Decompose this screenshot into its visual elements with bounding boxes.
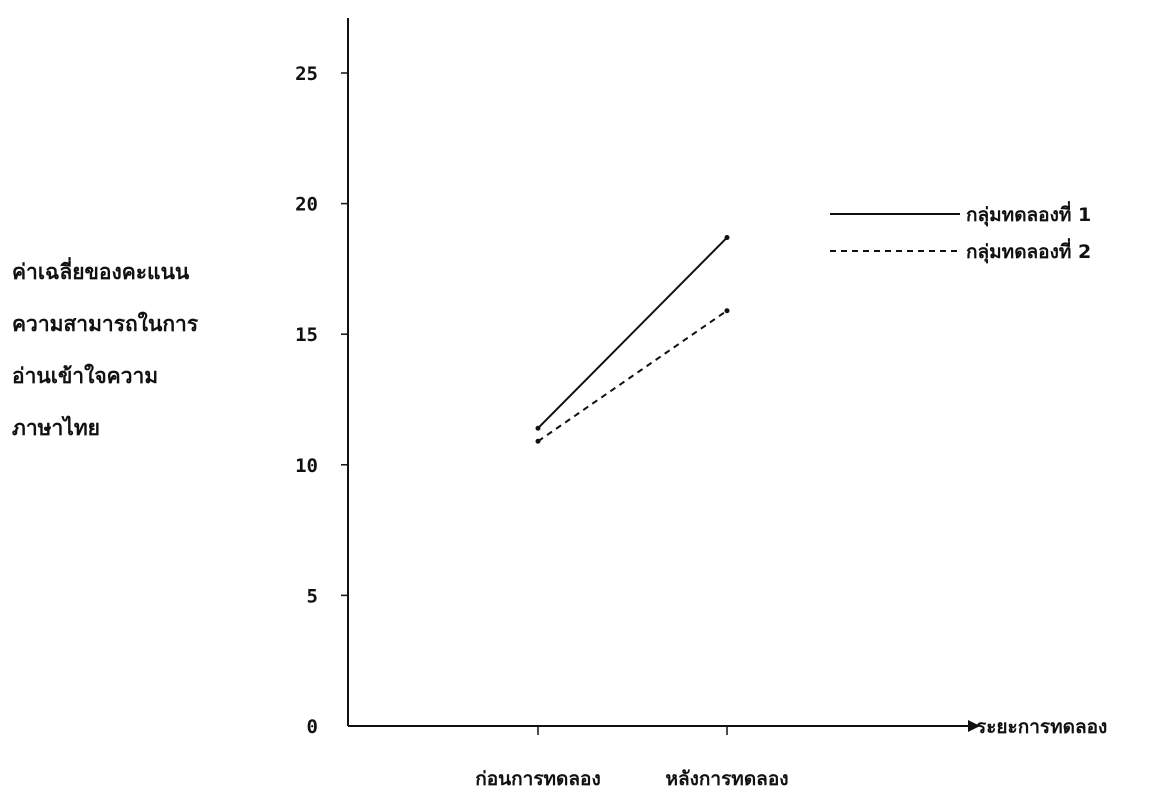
y-axis-label-line-1: ค่าเฉลี่ยของคะแนน [12, 260, 190, 284]
x-category-label: หลังการทดลอง [665, 768, 788, 790]
y-axis-label-line-3: อ่านเข้าใจความ [12, 364, 159, 388]
series-line-1 [537, 236, 728, 429]
y-tick-label: 25 [295, 63, 318, 85]
y-tick-label: 20 [295, 194, 318, 216]
series-1-point [724, 235, 730, 241]
y-tick-label: 0 [307, 716, 318, 738]
y-tick-label: 15 [295, 324, 318, 346]
legend-label-1: กลุ่มทดลองที่ 1 [966, 201, 1091, 227]
series-line-2 [537, 309, 728, 443]
y-ticks: 0 5 10 15 20 25 [295, 63, 348, 738]
x-categories: ก่อนการทดลอง หลังการทดลอง ระยะการทดลอง [475, 716, 1107, 790]
y-axis-label-line-2: ความสามารถในการ [12, 312, 199, 336]
axes [347, 18, 980, 732]
y-axis-label: ค่าเฉลี่ยของคะแนน ความสามารถในการ อ่านเข… [12, 246, 282, 454]
series-2-point [724, 308, 730, 314]
legend-label-2: กลุ่มทดลองที่ 2 [966, 238, 1091, 264]
y-axis-label-line-4: ภาษาไทย [12, 416, 100, 440]
series-1-point [535, 425, 541, 431]
y-tick-label: 5 [307, 585, 318, 607]
legend: กลุ่มทดลองที่ 1 กลุ่มทดลองที่ 2 [830, 201, 1091, 264]
series-lines [535, 235, 730, 444]
series-2-point [535, 438, 541, 444]
x-axis-label: ระยะการทดลอง [976, 716, 1107, 738]
x-axis-arrow-icon [968, 720, 980, 732]
x-category-label: ก่อนการทดลอง [475, 768, 600, 790]
y-tick-label: 10 [295, 455, 318, 477]
